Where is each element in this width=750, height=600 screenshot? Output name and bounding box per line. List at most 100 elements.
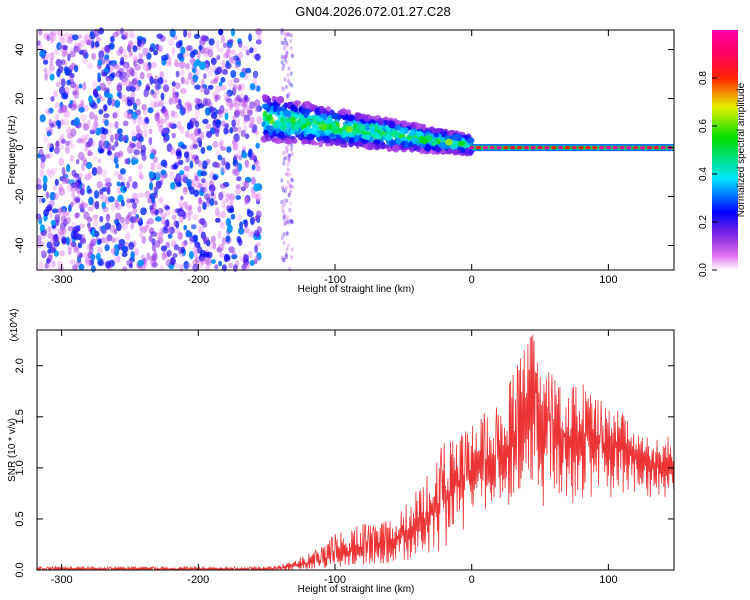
spectrogram-cell [503, 146, 509, 150]
spectrogram-cell [392, 132, 398, 139]
spectrogram-cell [86, 62, 94, 70]
spectrogram-cell [434, 128, 442, 134]
spectrogram-cell [226, 146, 232, 153]
spectrogram-cell [103, 104, 108, 112]
spectrogram-cell [131, 192, 139, 200]
spectrogram-cell [83, 211, 90, 220]
spectrogram-y-axis: -40 -20 0 20 40 [14, 43, 674, 253]
spectrogram-cell [123, 62, 129, 72]
spectrogram-cell [68, 139, 73, 145]
spectrogram-cell [49, 239, 56, 248]
spectrogram-cell [89, 30, 94, 37]
spectrogram-cell [217, 154, 223, 161]
spectrogram-cell [37, 40, 41, 46]
spectrogram-cell [172, 253, 178, 258]
spectrogram-cell [280, 255, 284, 261]
spectrogram-cell [184, 157, 190, 164]
spectrogram-cell [84, 173, 91, 181]
spectrogram-cell [233, 133, 240, 143]
spectrogram-cell [277, 131, 285, 139]
spectrogram-cell [304, 100, 311, 109]
spectrogram-cell [58, 187, 65, 197]
spectrogram-cell [136, 140, 142, 150]
spectrogram-cell [116, 152, 120, 160]
spectrogram-cell [63, 110, 70, 119]
spectrogram-cell [105, 182, 112, 188]
spectrogram-cell [111, 98, 116, 107]
spectrogram-cell [152, 259, 157, 268]
spectrogram-cell [118, 46, 124, 54]
spectrogram-cell [237, 85, 242, 92]
spectrogram-cell [46, 34, 51, 42]
spectrogram-cell [285, 247, 289, 252]
spectrogram-cell [133, 248, 139, 256]
spectrogram-cell [251, 152, 256, 160]
spectrogram-cell [255, 130, 259, 136]
spectrogram-cell [221, 200, 226, 208]
spectrogram-cell [345, 135, 350, 143]
spectrogram-cell [88, 247, 94, 254]
spectrogram-cell [232, 87, 237, 96]
spectrogram-cell [189, 250, 194, 260]
spectrogram-cell [70, 143, 75, 150]
spectrogram-cell [632, 146, 639, 150]
spectrogram-cell [219, 252, 225, 258]
spectrogram-cell [417, 131, 423, 136]
spectrogram-cell [255, 215, 259, 221]
spectrogram-cell [284, 188, 287, 194]
spectrogram-cell [192, 213, 199, 221]
spectrogram-cell [71, 34, 79, 41]
spectrogram-cell [132, 181, 138, 189]
spectrogram-cell [187, 103, 193, 112]
spectrogram-cell [71, 221, 77, 228]
spectrogram-cell [169, 146, 175, 156]
spectrogram-cell [226, 89, 233, 97]
spectrogram-cell [59, 32, 65, 41]
spectrogram-cell [148, 235, 153, 243]
spectrogram-cell [102, 140, 107, 148]
spectrogram-cell [207, 84, 214, 90]
spectrogram-cell [284, 252, 288, 257]
spectrogram-cell [221, 237, 226, 246]
spectrogram-cell [105, 260, 111, 269]
spectrogram-cell [283, 77, 287, 82]
spectrogram-cell [205, 257, 212, 266]
spectrogram-cell [194, 109, 201, 117]
spectrogram-cell [395, 137, 402, 145]
spectrogram-cell [85, 133, 89, 140]
spectrogram-cell [132, 71, 138, 77]
spectrogram-cell [226, 41, 233, 49]
spectrogram-cell [92, 218, 99, 227]
spectrogram-cell [252, 47, 258, 53]
spectrogram-cell [178, 246, 183, 255]
spectrogram-cell [268, 128, 273, 136]
spectrogram-cell [73, 90, 80, 99]
spectrogram-cell [87, 171, 93, 179]
spectrogram-cell [195, 176, 201, 184]
spectrogram-cell [107, 97, 112, 106]
colorbar-tick-label: 0.2 [698, 215, 709, 229]
spectrogram-cell [69, 154, 75, 162]
spectrogram-cell [198, 44, 203, 51]
spectrogram-cell [282, 257, 286, 263]
spectrogram-cell [77, 42, 82, 50]
spectrogram-cell [98, 50, 105, 59]
spectrogram-cell [285, 43, 289, 48]
spectrogram-cell [102, 206, 109, 213]
spectrogram-cell [55, 113, 60, 122]
spectrogram-cell [282, 257, 286, 263]
spectrogram-cell [166, 61, 172, 67]
spectrogram-cell [181, 144, 187, 150]
spectrogram-cell [121, 251, 128, 257]
spectrogram-cell [282, 55, 286, 60]
spectrogram-cell [185, 130, 190, 138]
spectrogram-cell [98, 238, 102, 245]
spectrogram-cell [117, 244, 124, 250]
spectrogram-cell [142, 62, 150, 72]
spectrogram-cell [366, 134, 371, 141]
spectrogram-cell [207, 45, 214, 51]
spectrogram-cell [131, 129, 137, 138]
spectrogram-cell [243, 180, 249, 189]
spectrogram-cell [162, 84, 170, 93]
